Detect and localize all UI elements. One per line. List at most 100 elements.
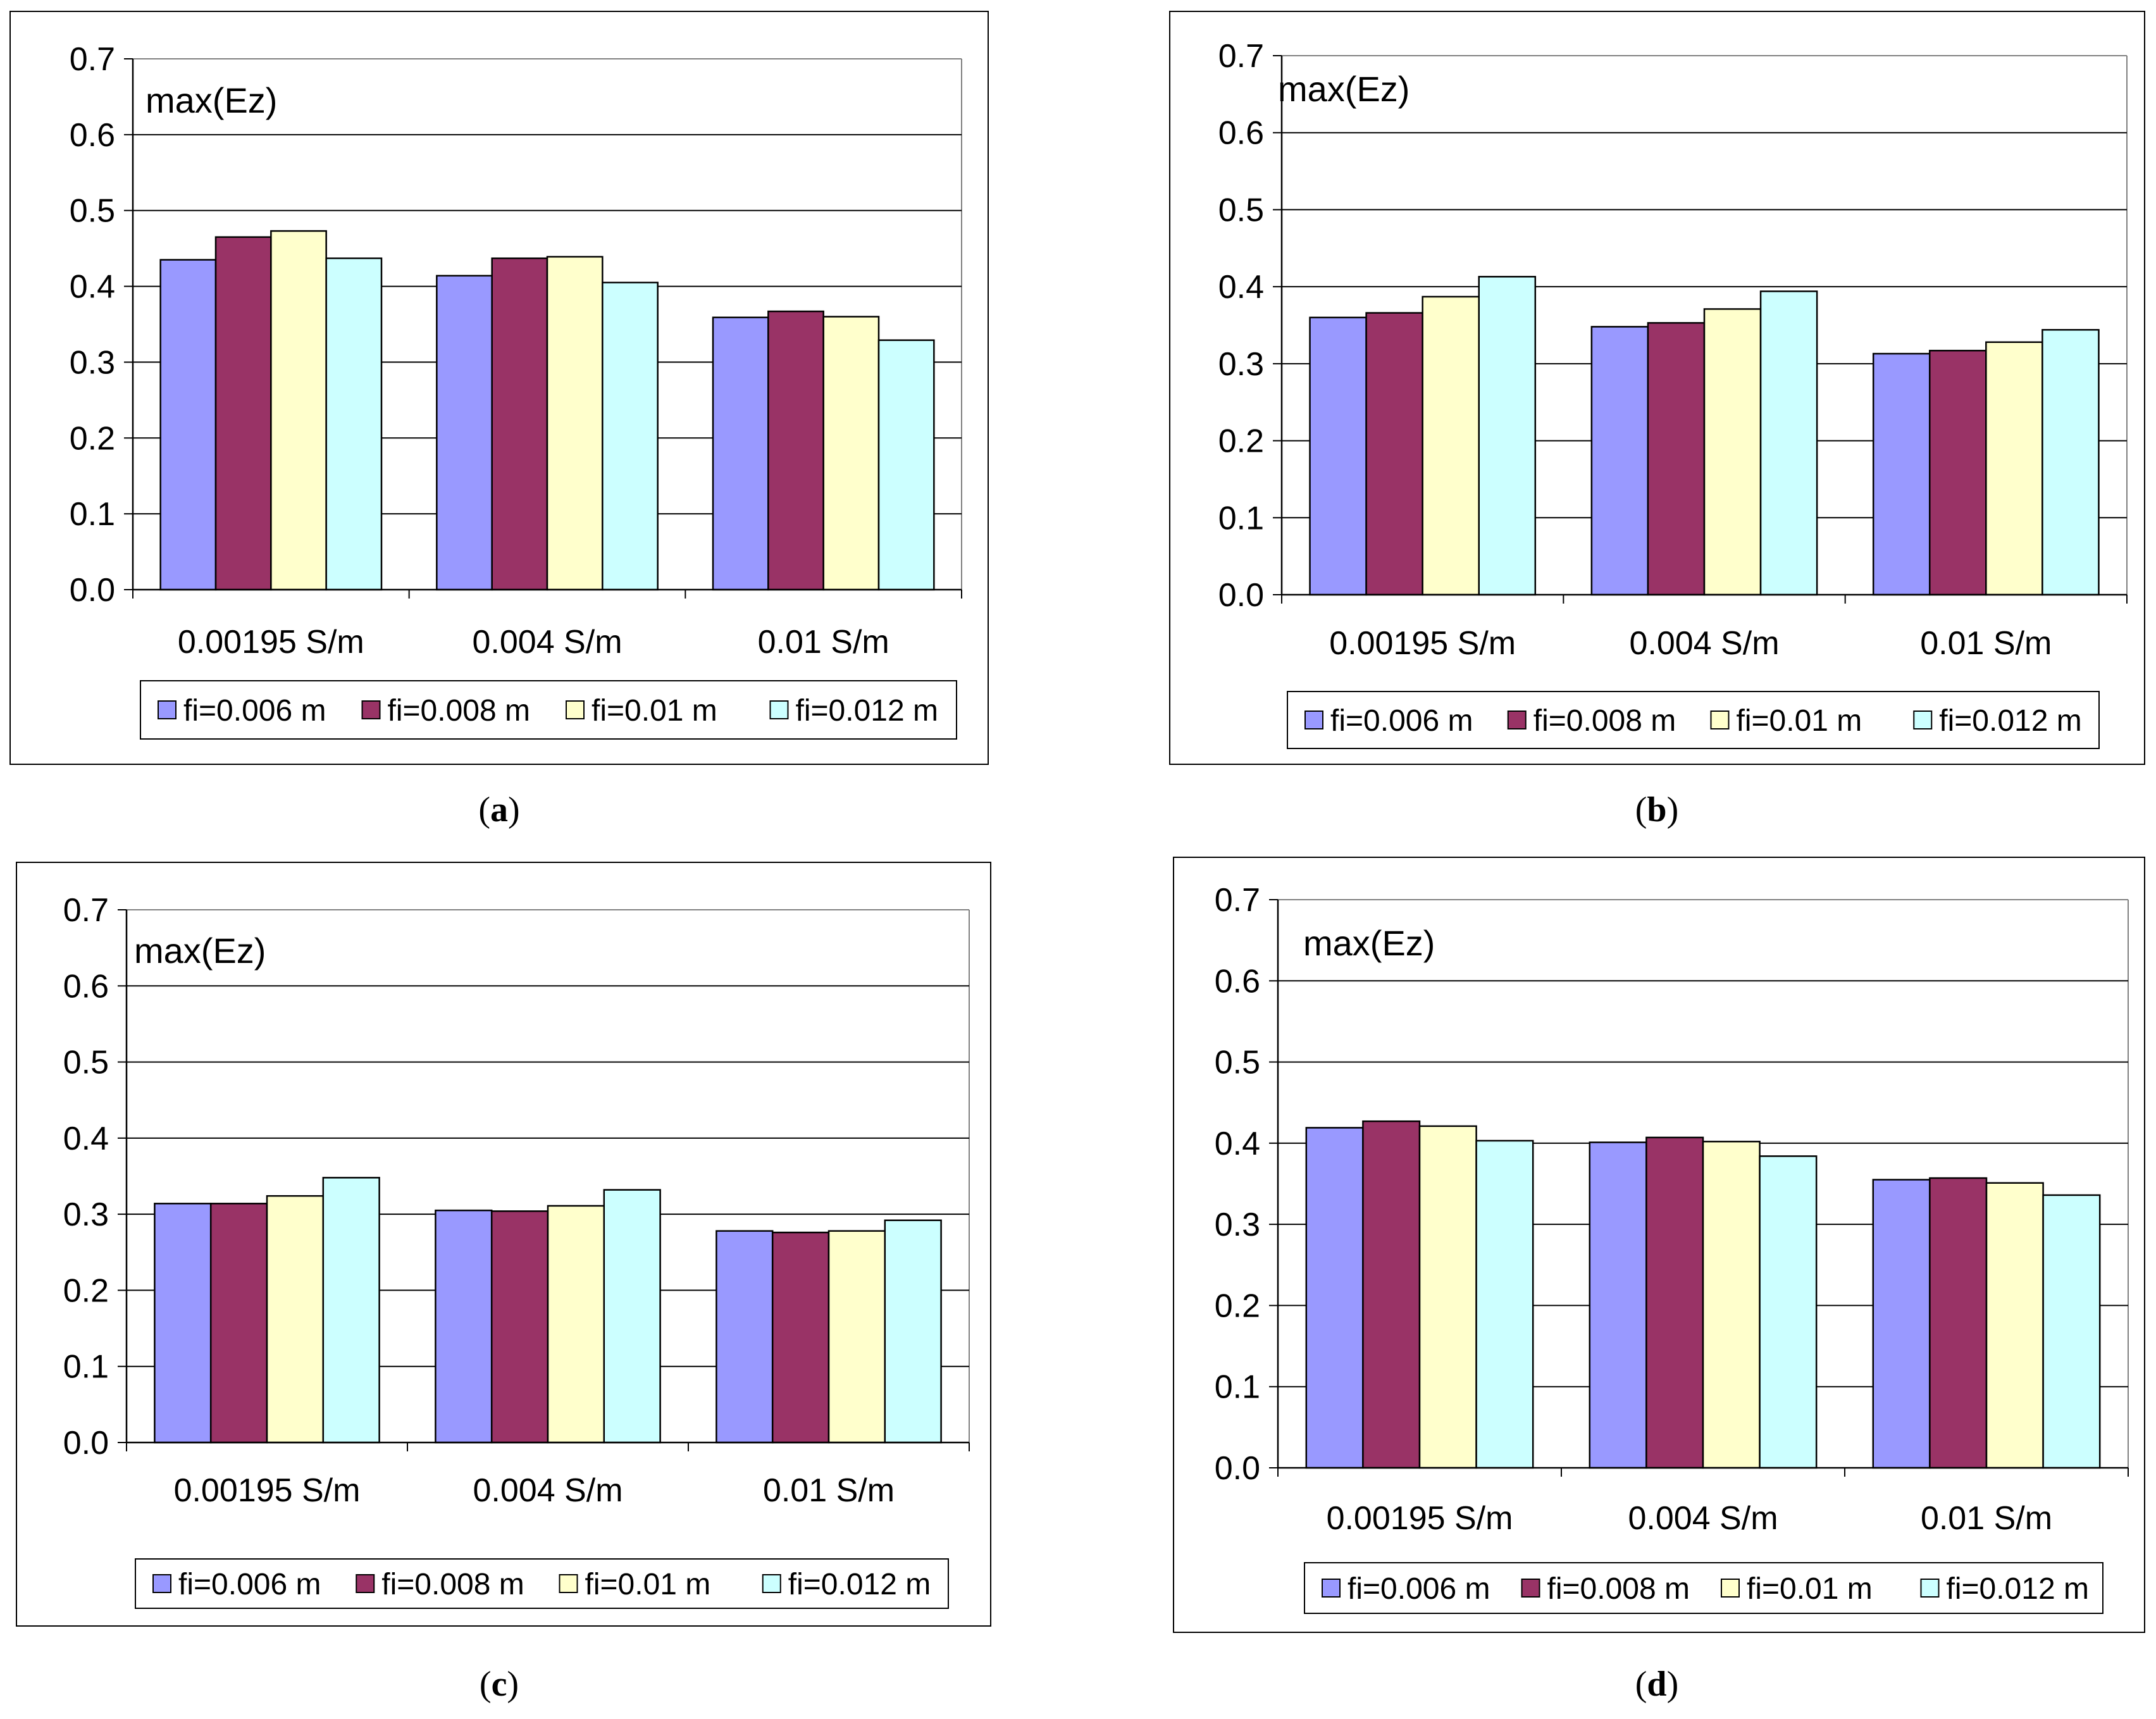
legend-label: fi=0.01 m (592, 694, 717, 728)
x-tick-label: 0.01 S/m (758, 624, 889, 661)
bar-s3-c2 (546, 256, 604, 591)
bar-s1-c1 (1309, 316, 1367, 596)
legend-label: fi=0.008 m (388, 694, 530, 728)
bar-s4-c3 (877, 339, 935, 591)
bar-s4-c3 (2042, 1194, 2101, 1469)
x-tick-label: 0.004 S/m (1629, 625, 1779, 662)
x-tick-label: 0.01 S/m (1920, 625, 2052, 662)
x-tick-label: 0.00195 S/m (174, 1472, 361, 1509)
y-tick-label: 0.5 (1218, 192, 1264, 228)
bar-s4-c1 (325, 257, 383, 591)
bar-s1-c1 (159, 259, 217, 591)
y-tick-label: 0.2 (1215, 1288, 1260, 1324)
y-tick-label: 0.0 (70, 572, 115, 609)
bar-s4-c2 (1759, 290, 1818, 596)
chart-panel-d: 0.0 0.1 0.2 0.3 0.4 0.5 0.6 0.7 0.00195 S/m 0.004… (1173, 857, 2145, 1633)
x-tick-label: 0.00195 S/m (1327, 1500, 1513, 1537)
legend-label: fi=0.01 m (585, 1568, 711, 1601)
bar-s2-c3 (771, 1231, 830, 1444)
bar-s3-c1 (270, 230, 327, 591)
y-tick-label: 0.1 (1218, 500, 1264, 537)
legend-swatch (152, 1574, 171, 1593)
y-tick-label: 0.4 (1215, 1126, 1260, 1162)
x-tick-label: 0.00195 S/m (1329, 625, 1516, 662)
y-tick-label: 0.5 (63, 1045, 109, 1081)
bar-s3-c1 (1422, 295, 1480, 596)
chart-panel-b: 0.0 0.1 0.2 0.3 0.4 0.5 0.6 0.7 0.00195 S/m 0.004… (1169, 11, 2145, 765)
y-tick-label: 0.0 (1218, 577, 1264, 614)
bar-s1-c2 (436, 275, 493, 591)
bar-s3-c2 (547, 1205, 605, 1444)
bar-s2-c2 (1647, 322, 1706, 596)
x-tick-label: 0.004 S/m (1628, 1500, 1778, 1537)
y-tick-label: 0.2 (63, 1272, 109, 1309)
y-tick-label: 0.0 (1215, 1450, 1260, 1487)
y-tick-label: 0.1 (70, 496, 115, 533)
annotation-label: max(Ez) (146, 80, 277, 120)
y-tick-label: 0.4 (70, 269, 115, 306)
legend-label: fi=0.008 m (381, 1568, 524, 1601)
bar-s3-c2 (1703, 308, 1762, 596)
legend-label: fi=0.006 m (178, 1568, 321, 1601)
y-tick-label: 0.1 (63, 1349, 109, 1386)
panel-caption: (b) (1635, 790, 1678, 829)
bar-s3-c1 (266, 1195, 325, 1444)
bar-s2-c1 (1365, 312, 1423, 596)
bar-s1-c1 (1305, 1127, 1364, 1469)
bar-s2-c3 (767, 310, 824, 591)
x-tick-label: 0.01 S/m (1921, 1500, 2052, 1537)
bar-s4-c2 (603, 1189, 661, 1444)
annotation-label: max(Ez) (1278, 69, 1409, 109)
legend-label: fi=0.012 m (796, 694, 938, 728)
bar-s3-c2 (1702, 1141, 1761, 1469)
legend-swatch (356, 1574, 375, 1593)
y-tick-label: 0.4 (63, 1120, 109, 1157)
annotation-label: max(Ez) (1303, 923, 1435, 963)
bar-s2-c2 (491, 257, 548, 591)
bar-s4-c2 (1759, 1155, 1818, 1469)
legend-swatch (1322, 1579, 1341, 1598)
bar-s2-c1 (214, 236, 272, 591)
bar-s2-c3 (1929, 349, 1987, 596)
bar-s4-c3 (884, 1219, 942, 1444)
bar-s3-c1 (1418, 1125, 1477, 1469)
chart-panel-c: 0.0 0.1 0.2 0.3 0.4 0.5 0.6 0.7 0.00195 S/m 0.004… (16, 862, 991, 1627)
panel-caption: (a) (478, 790, 519, 829)
bar-s1-c3 (712, 316, 769, 591)
legend-box (135, 1558, 949, 1609)
bar-s1-c3 (1872, 352, 1931, 596)
legend-label: fi=0.01 m (1747, 1572, 1873, 1606)
x-tick-label: 0.00195 S/m (178, 624, 364, 661)
y-tick-label: 0.7 (1218, 38, 1264, 75)
chart-panel-a: 0.0 0.1 0.2 0.3 0.4 0.5 0.6 0.7 0.00195 S/m 0.004… (9, 11, 989, 765)
bar-s4-c1 (1478, 276, 1537, 596)
legend-label: fi=0.012 m (1939, 704, 2081, 738)
bar-s2-c2 (490, 1210, 549, 1444)
bar-s2-c2 (1645, 1136, 1704, 1469)
legend-swatch (566, 700, 585, 719)
bar-s1-c3 (716, 1230, 774, 1444)
legend-label: fi=0.006 m (1348, 1572, 1490, 1606)
bar-s2-c1 (209, 1203, 268, 1444)
legend-swatch (762, 1574, 781, 1593)
legend-label: fi=0.01 m (1737, 704, 1862, 738)
legend-box (1287, 691, 2100, 749)
y-tick-label: 0.2 (1218, 423, 1264, 460)
legend-swatch (1913, 711, 1933, 729)
y-tick-label: 0.6 (1218, 115, 1264, 152)
bar-s1-c2 (435, 1209, 493, 1444)
legend-label: fi=0.008 m (1533, 704, 1676, 738)
legend-swatch (1721, 1579, 1740, 1598)
annotation-label: max(Ez) (134, 931, 266, 971)
y-tick-label: 0.3 (1215, 1207, 1260, 1243)
panel-caption: (d) (1635, 1665, 1678, 1704)
legend-swatch (1710, 711, 1730, 729)
bar-s1-c2 (1589, 1141, 1647, 1469)
legend-swatch (1304, 711, 1323, 729)
y-tick-label: 0.7 (63, 892, 109, 929)
x-tick-label: 0.004 S/m (473, 1472, 623, 1509)
legend-swatch (1507, 711, 1527, 729)
y-tick-label: 0.7 (1215, 882, 1260, 919)
legend-swatch (361, 700, 381, 719)
